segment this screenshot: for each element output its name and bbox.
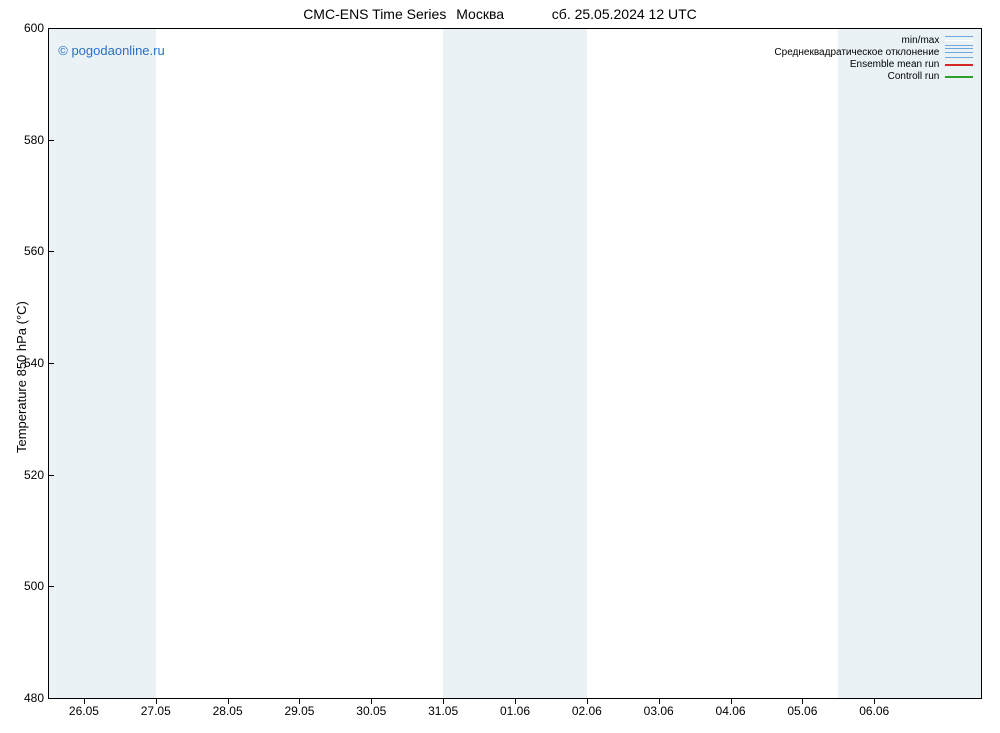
legend-label: Controll run <box>888 71 940 83</box>
x-tick-label: 03.06 <box>644 704 674 718</box>
watermark: © pogodaonline.ru <box>58 43 164 58</box>
y-axis-label: Temperature 850 hPa (°C) <box>14 301 29 453</box>
y-tick-label: 580 <box>14 133 44 147</box>
legend-swatch <box>945 36 973 46</box>
x-tick-label: 01.06 <box>500 704 530 718</box>
x-tick-mark <box>874 698 875 704</box>
y-tick-label: 520 <box>14 468 44 482</box>
legend-item: Среднеквадратическое отклонение <box>774 47 973 59</box>
x-tick-mark <box>587 698 588 704</box>
x-tick-mark <box>659 698 660 704</box>
legend-swatch <box>945 60 973 70</box>
y-tick-mark <box>48 475 54 476</box>
x-tick-label: 29.05 <box>284 704 314 718</box>
y-tick-mark <box>48 698 54 699</box>
y-tick-label: 540 <box>14 356 44 370</box>
weekend-shade <box>48 29 156 698</box>
chart-title: CMC-ENS Time Series Москва сб. 25.05.202… <box>0 6 1000 22</box>
weekend-shade <box>838 29 982 698</box>
legend-item: Controll run <box>774 71 973 83</box>
x-tick-label: 28.05 <box>213 704 243 718</box>
x-tick-label: 31.05 <box>428 704 458 718</box>
legend-swatch <box>945 72 973 82</box>
y-tick-label: 480 <box>14 691 44 705</box>
legend: min/maxСреднеквадратическое отклонениеEn… <box>774 35 973 83</box>
x-tick-mark <box>156 698 157 704</box>
y-tick-label: 560 <box>14 244 44 258</box>
y-tick-label: 600 <box>14 21 44 35</box>
title-model: CMC-ENS Time Series <box>303 6 446 22</box>
legend-label: Среднеквадратическое отклонение <box>774 47 939 59</box>
title-run: сб. 25.05.2024 12 UTC <box>552 6 697 22</box>
x-tick-mark <box>443 698 444 704</box>
y-tick-label: 500 <box>14 579 44 593</box>
title-location: Москва <box>456 6 504 22</box>
chart-container: CMC-ENS Time Series Москва сб. 25.05.202… <box>0 0 1000 733</box>
x-tick-mark <box>731 698 732 704</box>
legend-label: Ensemble mean run <box>850 59 940 71</box>
x-tick-label: 30.05 <box>356 704 386 718</box>
x-tick-label: 06.06 <box>859 704 889 718</box>
y-tick-mark <box>48 363 54 364</box>
legend-item: min/max <box>774 35 973 47</box>
x-tick-label: 02.06 <box>572 704 602 718</box>
x-tick-mark <box>802 698 803 704</box>
legend-label: min/max <box>902 35 940 47</box>
y-tick-mark <box>48 140 54 141</box>
x-tick-mark <box>228 698 229 704</box>
x-tick-mark <box>299 698 300 704</box>
legend-swatch <box>945 48 973 58</box>
y-tick-mark <box>48 28 54 29</box>
x-tick-label: 05.06 <box>787 704 817 718</box>
legend-item: Ensemble mean run <box>774 59 973 71</box>
x-tick-label: 26.05 <box>69 704 99 718</box>
y-tick-mark <box>48 586 54 587</box>
weekend-shade <box>443 29 587 698</box>
x-tick-label: 04.06 <box>716 704 746 718</box>
x-tick-mark <box>371 698 372 704</box>
x-tick-label: 27.05 <box>141 704 171 718</box>
plot-area <box>48 28 982 698</box>
x-tick-mark <box>84 698 85 704</box>
y-tick-mark <box>48 251 54 252</box>
x-tick-mark <box>515 698 516 704</box>
